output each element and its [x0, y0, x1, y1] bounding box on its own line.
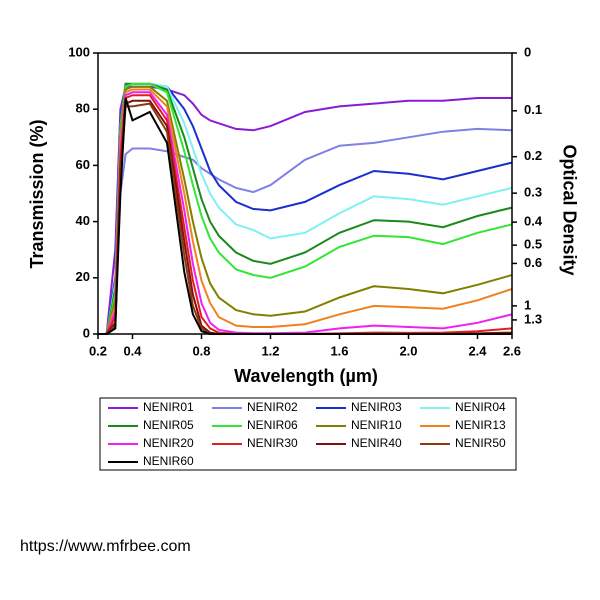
- y2-tick-label: 0.6: [524, 255, 542, 270]
- x-tick-label: 0.2: [89, 343, 107, 358]
- y-axis-title: Transmission (%): [27, 119, 47, 268]
- series-line: [98, 88, 513, 335]
- x-tick-label: 1.6: [330, 343, 348, 358]
- legend-label: NENIR20: [143, 436, 194, 450]
- y2-axis-title: Optical Density: [559, 144, 579, 275]
- series-line: [98, 97, 512, 335]
- legend-label: NENIR04: [455, 400, 506, 414]
- y-tick-label: 80: [76, 101, 90, 116]
- y2-tick-label: 0.4: [524, 214, 543, 229]
- series-line: [98, 102, 512, 335]
- x-tick-label: 2.6: [503, 343, 521, 358]
- series-line: [98, 127, 513, 335]
- series-line: [98, 85, 513, 335]
- x-axis-title: Wavelength (µm): [234, 366, 378, 386]
- x-tick-label: 2.4: [468, 343, 487, 358]
- x-tick-label: 0.4: [123, 343, 142, 358]
- x-tick-label: 1.2: [261, 343, 279, 358]
- y2-tick-label: 0.3: [524, 185, 542, 200]
- legend-label: NENIR05: [143, 418, 194, 432]
- y-tick-label: 100: [68, 44, 90, 59]
- x-tick-label: 0.8: [192, 343, 210, 358]
- legend-label: NENIR40: [351, 436, 402, 450]
- legend-label: NENIR50: [455, 436, 506, 450]
- y2-tick-label: 0.5: [524, 237, 542, 252]
- y-tick-label: 0: [83, 325, 90, 340]
- series-line: [98, 85, 512, 335]
- y2-tick-label: 0.1: [524, 102, 542, 117]
- footer-url: https://www.mfrbee.com: [20, 538, 191, 555]
- series-line: [98, 99, 513, 335]
- y2-tick-label: 1: [524, 297, 531, 312]
- legend-label: NENIR60: [143, 454, 194, 468]
- y-tick-label: 40: [76, 213, 90, 228]
- y-tick-label: 60: [76, 157, 90, 172]
- legend-label: NENIR06: [247, 418, 298, 432]
- legend-label: NENIR02: [247, 400, 298, 414]
- y2-tick-label: 0.2: [524, 148, 542, 163]
- legend-label: NENIR13: [455, 418, 506, 432]
- legend-label: NENIR10: [351, 418, 402, 432]
- legend-label: NENIR03: [351, 400, 402, 414]
- legend-box: [99, 397, 517, 471]
- legend-label: NENIR30: [247, 436, 298, 450]
- legend-label: NENIR01: [143, 400, 194, 414]
- x-tick-label: 2.0: [399, 343, 417, 358]
- y2-tick-label: 0: [524, 44, 531, 59]
- y2-tick-label: 1.3: [524, 311, 542, 326]
- y-tick-label: 20: [76, 269, 90, 284]
